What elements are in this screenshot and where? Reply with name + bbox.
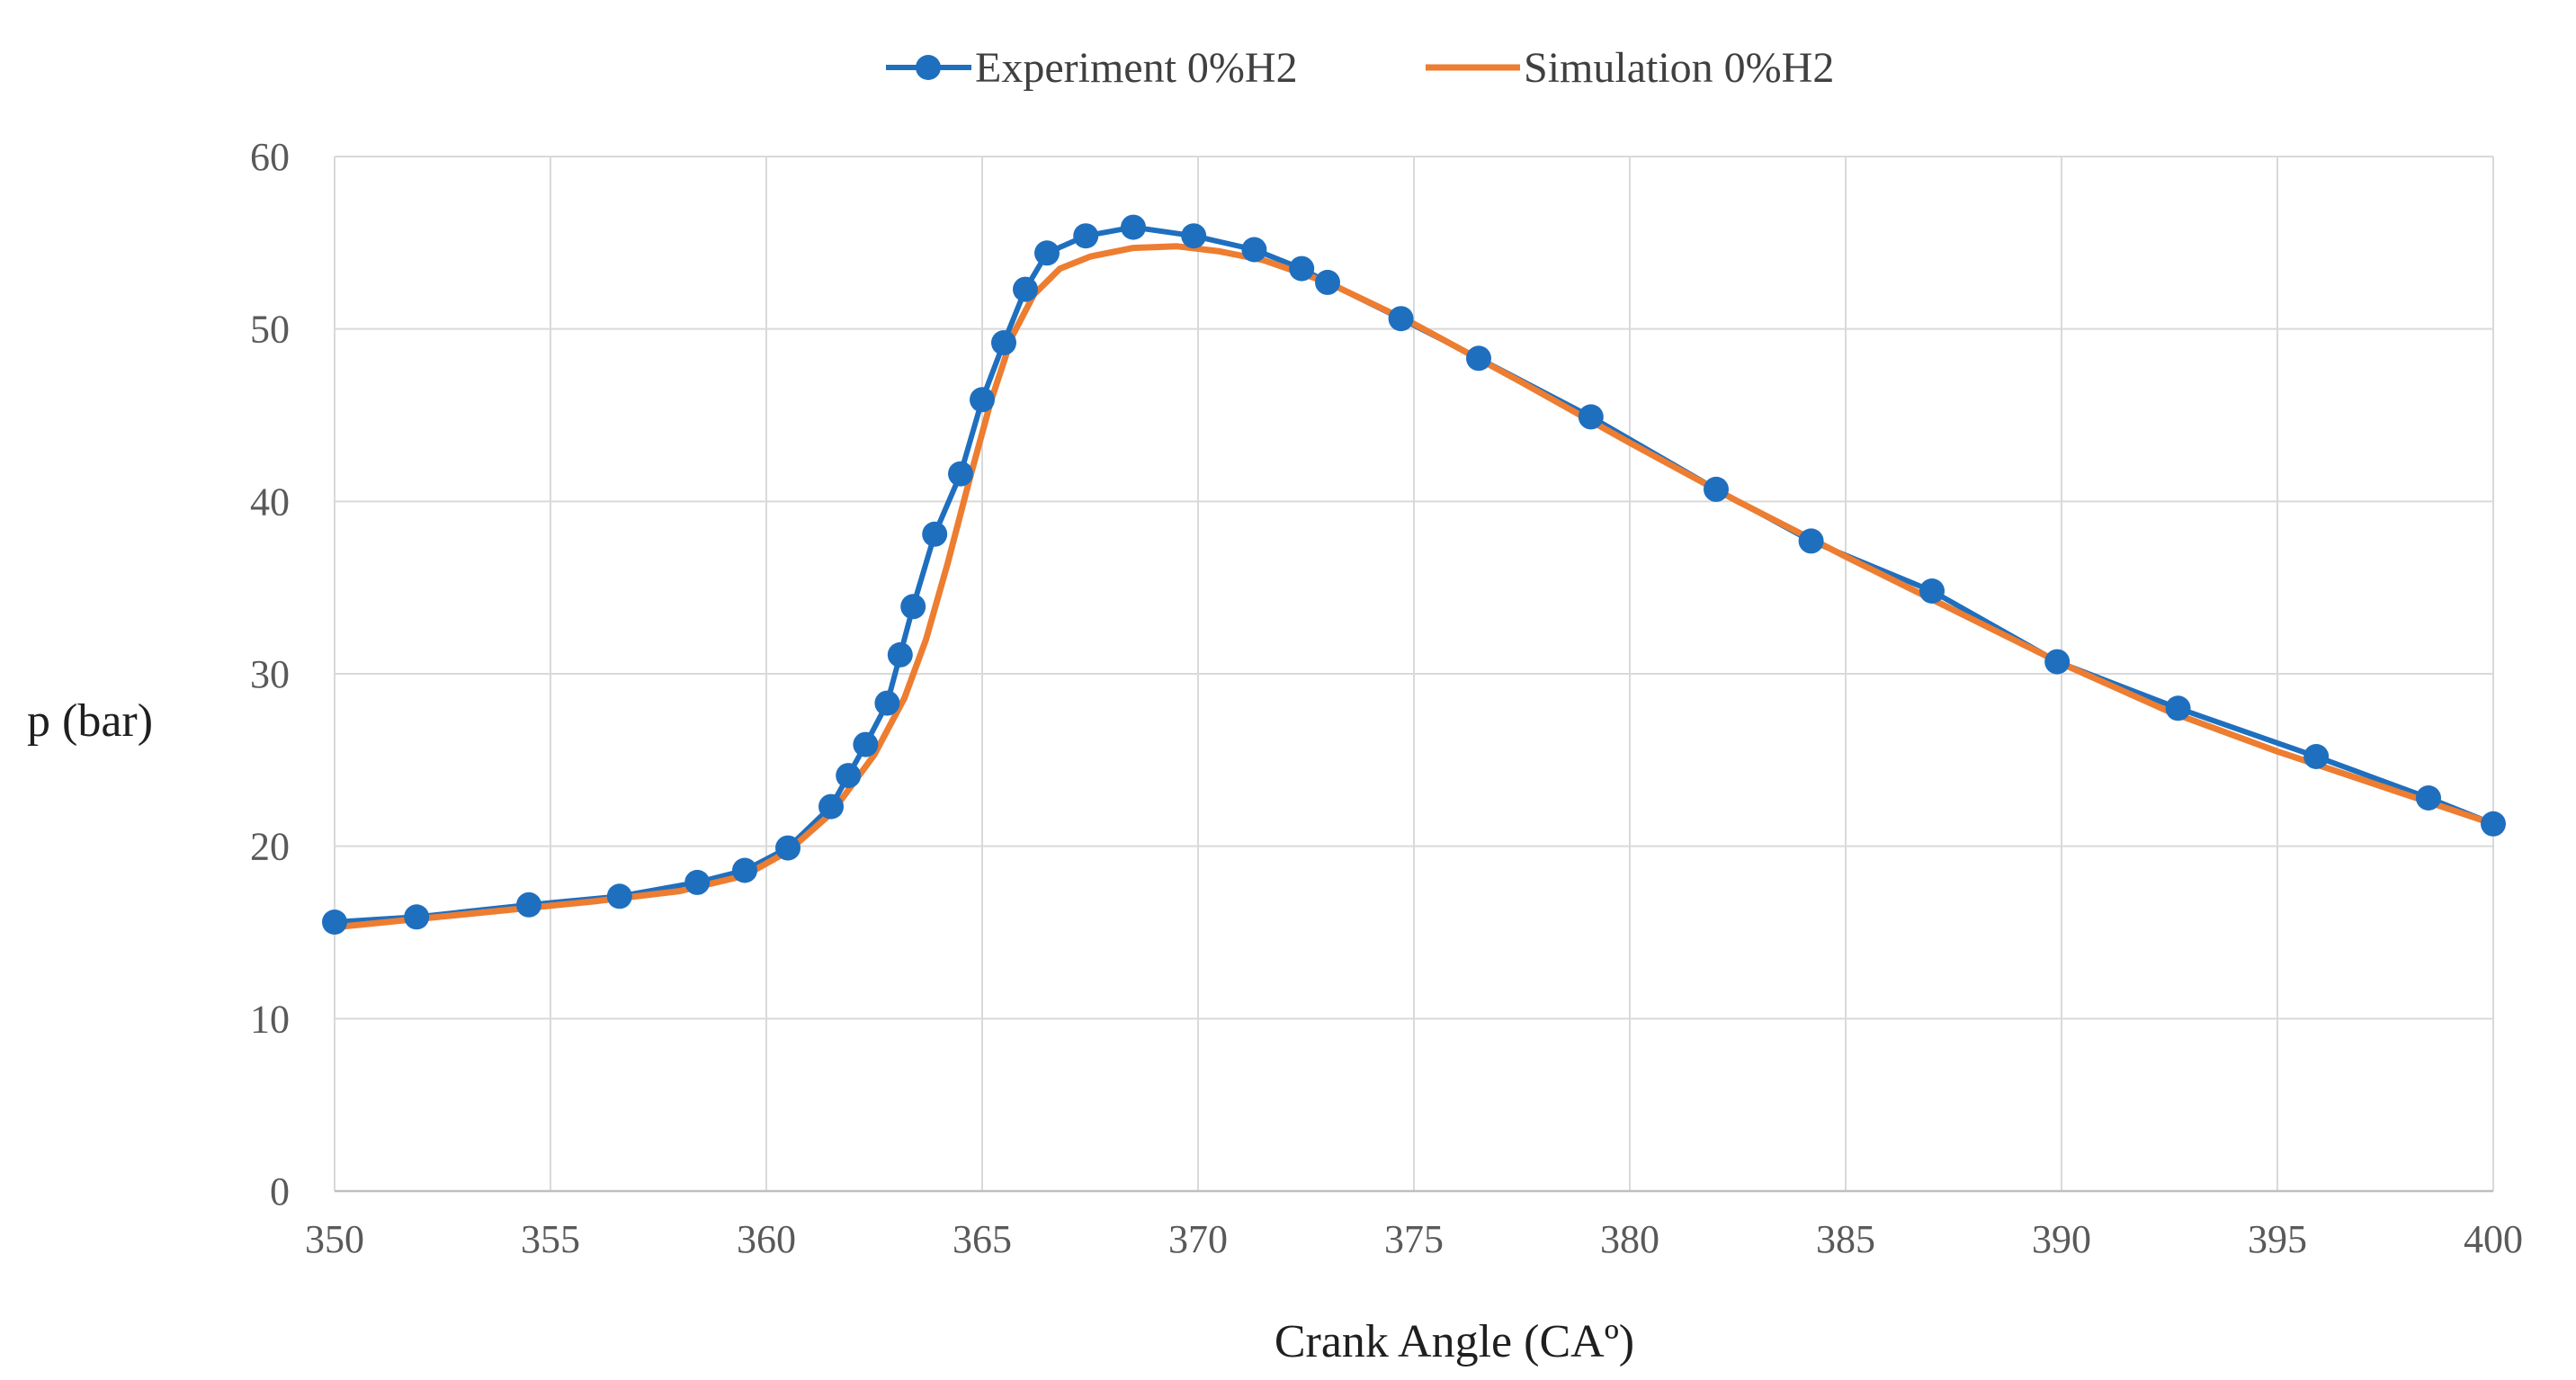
x-tick-label: 375 [1384,1217,1444,1261]
x-tick-label: 355 [521,1217,580,1261]
experiment-data-point [2165,695,2191,721]
experiment-data-point [2416,785,2441,811]
legend-experiment-marker [916,55,941,80]
experiment-data-point [970,387,995,413]
experiment-data-point [732,857,757,883]
experiment-data-point [1388,306,1414,332]
experiment-data-point [2481,811,2506,837]
legend-experiment-label: Experiment 0%H2 [975,44,1298,92]
experiment-data-point [1466,345,1491,372]
experiment-data-point [1073,223,1099,249]
experiment-data-point [1315,269,1340,295]
experiment-data-point [948,461,973,487]
experiment-data-point [887,641,913,668]
y-tick-label: 40 [250,479,290,524]
x-tick-label: 370 [1168,1217,1228,1261]
experiment-data-point [775,835,801,861]
experiment-data-point [1034,240,1060,266]
legend: Experiment 0%H2 Simulation 0%H2 [886,44,1834,92]
y-tick-label: 20 [250,825,290,869]
experiment-data-point [2044,649,2071,675]
series-layer [322,214,2506,935]
x-tick-label: 350 [305,1217,364,1261]
experiment-data-point [836,763,862,789]
x-tick-label: 390 [2032,1217,2091,1261]
experiment-data-point [516,892,541,918]
y-tick-label: 0 [270,1169,290,1214]
experiment-data-point [900,594,926,620]
x-tick-label: 400 [2464,1217,2523,1261]
experiment-data-point [1241,237,1267,263]
y-tick-label: 30 [250,652,290,696]
experiment-data-point [606,883,632,910]
x-tick-label: 380 [1600,1217,1659,1261]
experiment-data-point [1013,276,1038,302]
experiment-data-point [322,910,347,935]
experiment-data-point [1704,476,1729,502]
experiment-data-point [1121,214,1146,240]
experiment-data-point [922,521,948,547]
experiment-data-point [853,731,879,757]
tick-labels: 0 10 20 30 40 50 60 350 355 360 365 370 375 380 385 390… [250,135,2523,1261]
y-axis-title: p (bar) [27,695,153,747]
experiment-data-point [1289,255,1315,282]
x-tick-label: 395 [2248,1217,2307,1261]
x-tick-label: 385 [1816,1217,1875,1261]
y-tick-label: 10 [250,997,290,1041]
gridlines [334,156,2494,1193]
experiment-data-point [818,793,844,820]
experiment-data-point [1919,578,1945,604]
y-tick-label: 60 [250,135,290,179]
experiment-data-point [1181,223,1207,249]
x-tick-label: 360 [737,1217,796,1261]
y-tick-label: 50 [250,308,290,352]
legend-simulation-label: Simulation 0%H2 [1524,44,1834,92]
experiment-data-point [874,690,900,716]
experiment-data-point [684,869,711,895]
experiment-data-point [1578,404,1604,430]
experiment-data-point [2303,744,2330,769]
experiment-data-point [404,904,430,930]
experiment-data-point [991,330,1016,355]
x-tick-label: 365 [953,1217,1012,1261]
experiment-data-point [1798,528,1824,554]
series-line-simulation [331,243,2497,931]
x-axis-title: Crank Angle (CAº) [1275,1316,1634,1367]
